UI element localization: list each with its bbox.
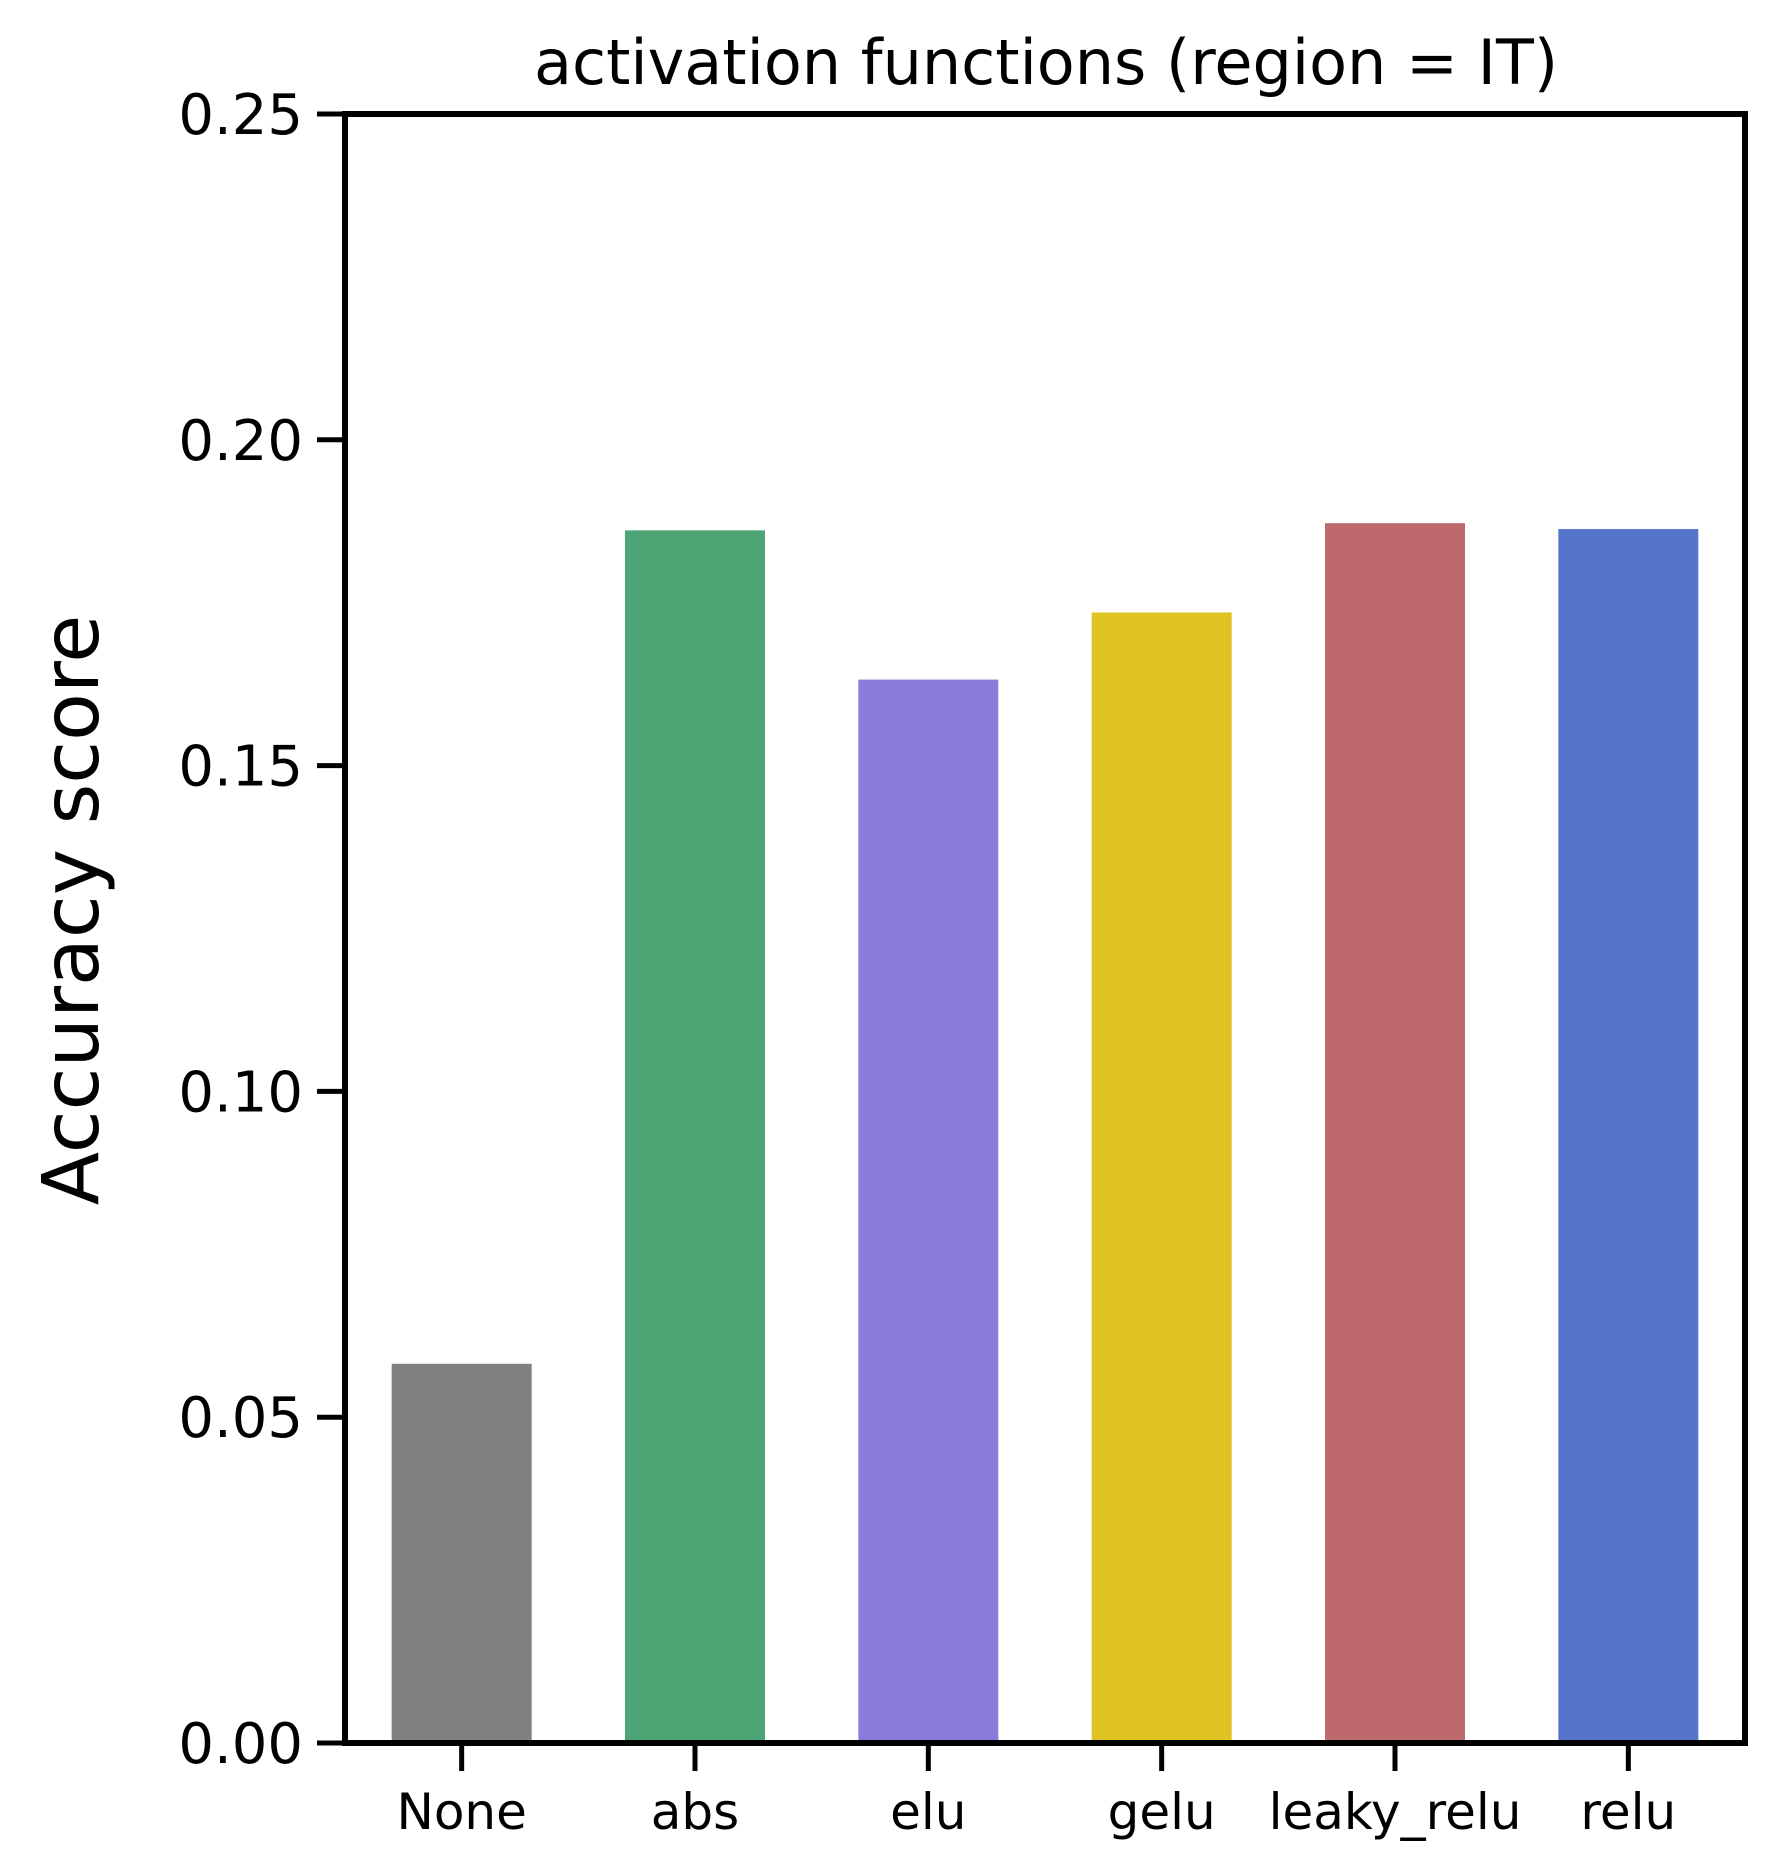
y-tick-label: 0.00 <box>178 1712 303 1777</box>
bar-abs <box>625 530 765 1744</box>
y-tick-label: 0.05 <box>178 1386 303 1451</box>
x-axis-ticks: None abs elu gelu leaky_relu relu <box>396 1743 1676 1841</box>
x-tick-label: gelu <box>1108 1783 1216 1841</box>
bar-leaky-relu <box>1325 523 1465 1743</box>
x-tick-label: relu <box>1580 1783 1676 1841</box>
plot-frame <box>342 111 1748 1746</box>
bar-gelu <box>1091 612 1232 1743</box>
y-tick-label: 0.15 <box>178 735 303 800</box>
y-tick-label: 0.20 <box>178 409 303 474</box>
x-tick-label: None <box>396 1783 526 1841</box>
x-tick-label: abs <box>651 1783 739 1841</box>
y-tick-label: 0.25 <box>178 83 303 148</box>
y-axis-ticks: 0.00 0.05 0.10 0.15 0.20 0.25 <box>178 83 345 1777</box>
x-tick-label: elu <box>890 1783 966 1841</box>
y-tick-label: 0.10 <box>178 1060 303 1125</box>
y-axis-label: Accuracy score <box>27 615 117 1205</box>
bars-layer <box>391 523 1699 1744</box>
chart-title: activation functions (region = IT) <box>534 26 1558 99</box>
x-tick-label: leaky_relu <box>1269 1783 1522 1841</box>
bar-relu <box>1558 529 1699 1743</box>
bar-none <box>391 1363 532 1743</box>
bar-elu <box>858 679 999 1743</box>
